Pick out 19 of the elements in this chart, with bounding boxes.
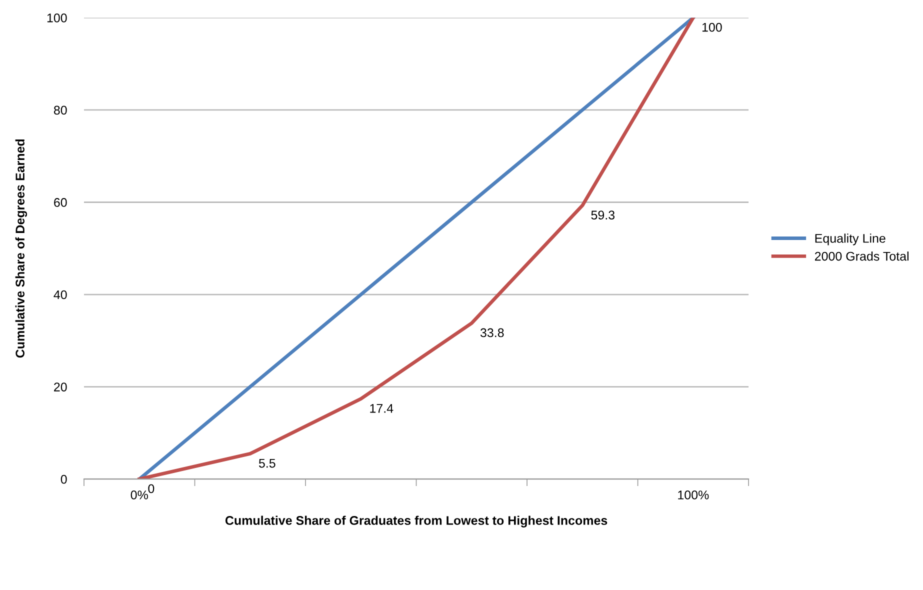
data-label: 17.4: [370, 404, 394, 413]
y-axis-title: Cumulative Share of Degrees Earned: [15, 139, 28, 358]
y-tick-label: 80: [54, 106, 67, 115]
data-label: 0: [148, 484, 154, 494]
y-tick-label: 40: [54, 290, 67, 300]
legend-label: 2000 Grads Total: [814, 252, 908, 261]
data-label: 33.8: [480, 328, 504, 338]
y-tick-label: 60: [54, 198, 67, 207]
y-tick-label: 100: [47, 14, 67, 22]
line-series: [138, 18, 695, 480]
data-label: 59.3: [591, 210, 615, 220]
data-label: 100: [702, 22, 722, 32]
y-tick-label: 20: [54, 382, 67, 392]
data-label: 5.5: [258, 458, 276, 468]
x-axis-title: Cumulative Share of Graduates from Lowest to Highest Incomes: [225, 516, 608, 528]
y-tick-label: 0: [60, 474, 67, 484]
x-tick-label: 0%: [130, 490, 148, 500]
x-tick-label: 100%: [678, 490, 709, 500]
legend-label: Equality Line: [815, 234, 886, 246]
